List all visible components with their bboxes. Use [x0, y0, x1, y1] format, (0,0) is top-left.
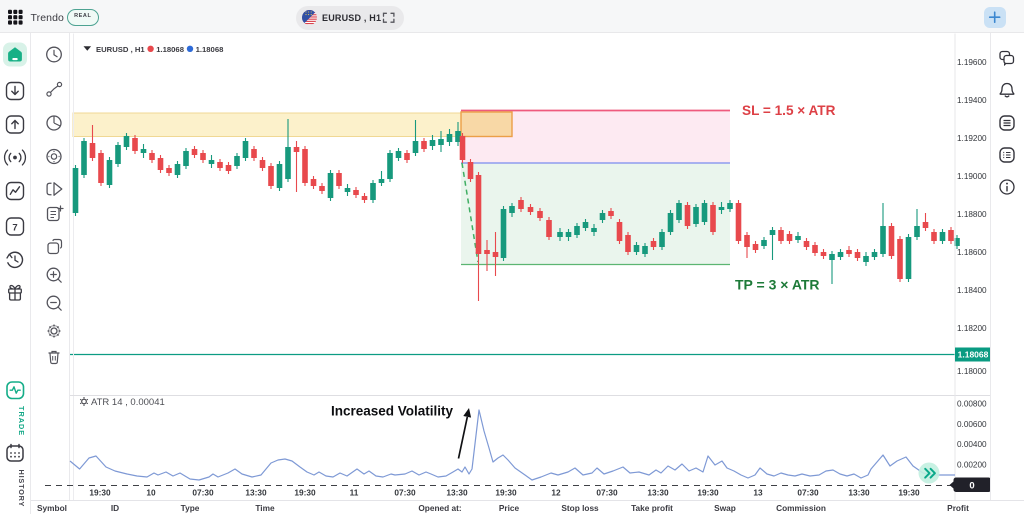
svg-text:1.18068: 1.18068 [156, 45, 185, 54]
svg-text:19:30: 19:30 [294, 488, 316, 498]
svg-text:19:30: 19:30 [898, 488, 920, 498]
svg-text:1.18068: 1.18068 [958, 350, 989, 360]
svg-text:EURUSD , H1: EURUSD , H1 [96, 45, 145, 54]
svg-text:0.00800: 0.00800 [957, 400, 987, 409]
svg-text:0: 0 [969, 480, 974, 491]
svg-text:13:30: 13:30 [848, 488, 870, 498]
svg-text:1.18400: 1.18400 [957, 286, 987, 295]
svg-text:19:30: 19:30 [697, 488, 719, 498]
svg-text:07:30: 07:30 [192, 488, 214, 498]
svg-text:13:30: 13:30 [647, 488, 669, 498]
svg-text:10: 10 [146, 488, 156, 498]
svg-text:HISTORY: HISTORY [17, 470, 26, 508]
svg-text:TP = 3 × ATR: TP = 3 × ATR [735, 277, 820, 293]
svg-text:19:30: 19:30 [89, 488, 111, 498]
svg-text:1.19600: 1.19600 [957, 58, 987, 67]
svg-text:13:30: 13:30 [245, 488, 267, 498]
svg-text:13:30: 13:30 [446, 488, 468, 498]
svg-text:TRADE: TRADE [17, 406, 26, 436]
svg-text:1.18200: 1.18200 [957, 324, 987, 333]
svg-text:19:30: 19:30 [495, 488, 517, 498]
svg-text:1.19200: 1.19200 [957, 134, 987, 143]
svg-text:1.18800: 1.18800 [957, 210, 987, 219]
svg-text:11: 11 [350, 488, 359, 498]
svg-text:ATR 14 , 0.00041: ATR 14 , 0.00041 [91, 397, 165, 408]
svg-text:07:30: 07:30 [596, 488, 618, 498]
svg-text:07:30: 07:30 [797, 488, 819, 498]
svg-text:1.19000: 1.19000 [957, 172, 987, 181]
svg-text:1.18000: 1.18000 [957, 367, 987, 376]
svg-text:0.00200: 0.00200 [957, 461, 987, 470]
svg-text:1.18600: 1.18600 [957, 248, 987, 257]
svg-text:Increased Volatility: Increased Volatility [331, 404, 454, 419]
svg-text:12: 12 [551, 488, 561, 498]
svg-text:1.18068: 1.18068 [196, 45, 225, 54]
svg-text:SL = 1.5 × ATR: SL = 1.5 × ATR [742, 103, 836, 118]
svg-text:13: 13 [753, 488, 763, 498]
svg-text:7: 7 [12, 223, 17, 234]
svg-text:0.00600: 0.00600 [957, 420, 987, 429]
svg-text:1.19400: 1.19400 [957, 96, 987, 105]
svg-text:07:30: 07:30 [394, 488, 416, 498]
svg-text:0.00400: 0.00400 [957, 440, 987, 449]
